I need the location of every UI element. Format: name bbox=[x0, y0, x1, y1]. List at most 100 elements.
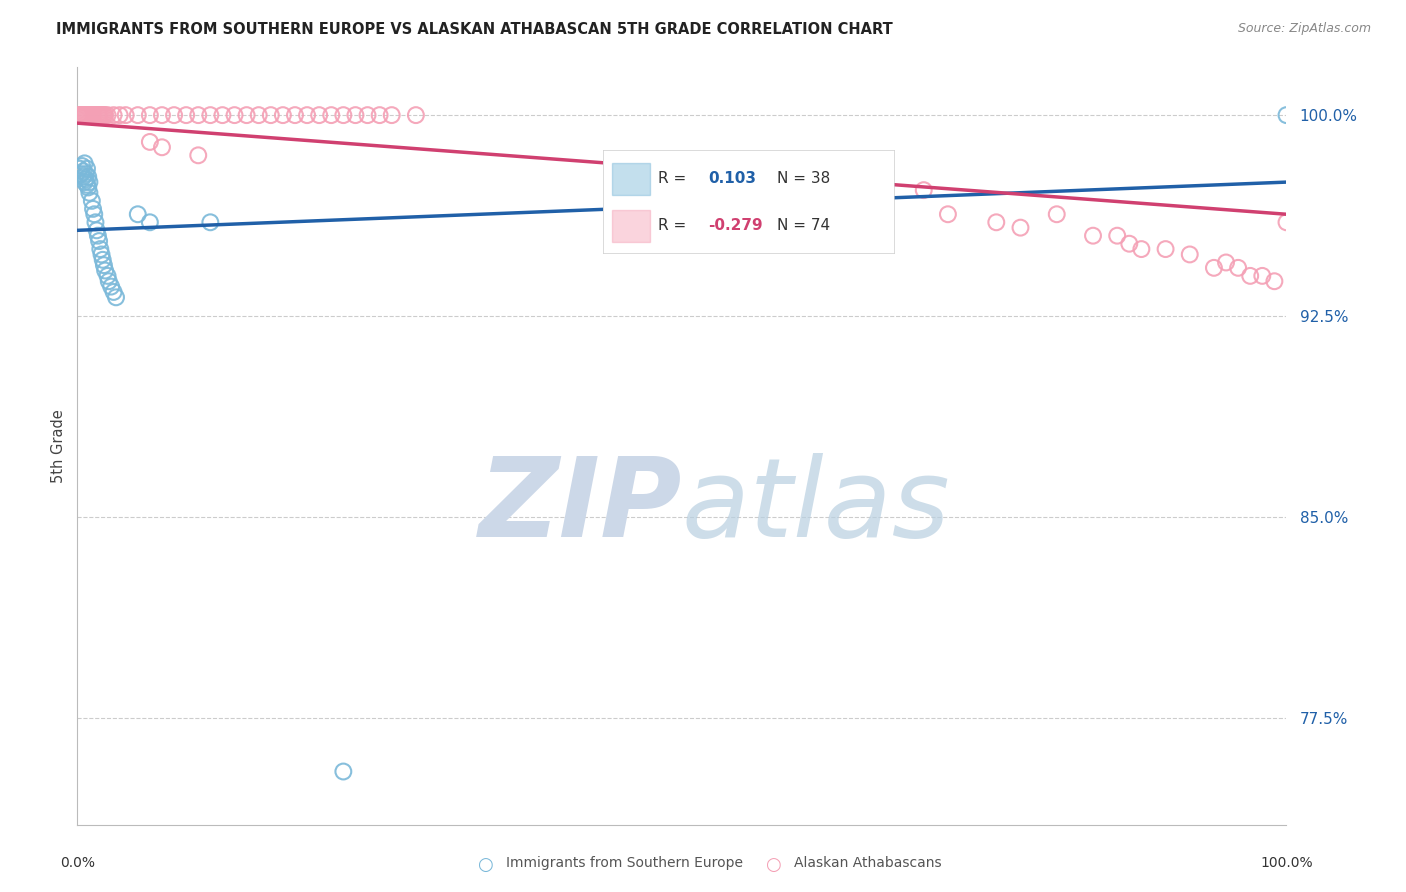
Point bbox=[94, 263, 117, 277]
Point bbox=[70, 167, 93, 181]
Point bbox=[89, 242, 111, 256]
Point bbox=[139, 215, 162, 229]
Point bbox=[344, 108, 367, 122]
Point bbox=[405, 108, 427, 122]
Point bbox=[839, 202, 862, 216]
Point bbox=[89, 108, 111, 122]
Point bbox=[103, 108, 125, 122]
Point bbox=[75, 172, 97, 186]
Point bbox=[1239, 268, 1261, 283]
Point bbox=[671, 207, 693, 221]
Point bbox=[308, 108, 330, 122]
Point bbox=[100, 279, 122, 293]
Point bbox=[76, 178, 98, 192]
Point bbox=[77, 108, 100, 122]
Point bbox=[79, 175, 101, 189]
Point bbox=[91, 108, 114, 122]
Point bbox=[69, 161, 91, 176]
Point bbox=[77, 180, 100, 194]
Point bbox=[356, 108, 378, 122]
Y-axis label: 5th Grade: 5th Grade bbox=[51, 409, 66, 483]
Text: Source: ZipAtlas.com: Source: ZipAtlas.com bbox=[1237, 22, 1371, 36]
Point bbox=[67, 108, 90, 122]
Point bbox=[1215, 255, 1237, 269]
Point bbox=[79, 186, 101, 200]
Point bbox=[82, 202, 104, 216]
Text: 0.0%: 0.0% bbox=[60, 856, 94, 871]
Point bbox=[94, 108, 117, 122]
Point bbox=[1251, 268, 1274, 283]
Point bbox=[87, 234, 110, 248]
Text: ZIP: ZIP bbox=[478, 453, 682, 560]
Point bbox=[1202, 260, 1225, 275]
Point bbox=[381, 108, 404, 122]
Point bbox=[187, 148, 209, 162]
Text: IMMIGRANTS FROM SOUTHERN EUROPE VS ALASKAN ATHABASCAN 5TH GRADE CORRELATION CHAR: IMMIGRANTS FROM SOUTHERN EUROPE VS ALASK… bbox=[56, 22, 893, 37]
Point bbox=[1227, 260, 1250, 275]
Point bbox=[108, 108, 131, 122]
Point bbox=[139, 135, 162, 149]
Point bbox=[200, 108, 222, 122]
Point bbox=[72, 108, 94, 122]
Point bbox=[127, 108, 149, 122]
Point bbox=[768, 215, 790, 229]
Point bbox=[96, 268, 118, 283]
Point bbox=[80, 108, 103, 122]
Point bbox=[86, 108, 108, 122]
Point bbox=[93, 258, 115, 272]
Point bbox=[97, 274, 120, 288]
Point bbox=[73, 156, 96, 170]
Point bbox=[139, 108, 162, 122]
Point bbox=[912, 183, 935, 197]
Point bbox=[271, 108, 294, 122]
Point bbox=[235, 108, 257, 122]
Point bbox=[332, 108, 354, 122]
Point bbox=[1107, 228, 1129, 243]
Point bbox=[187, 108, 209, 122]
Point bbox=[150, 108, 173, 122]
Point bbox=[200, 215, 222, 229]
Point bbox=[150, 140, 173, 154]
Point bbox=[70, 159, 93, 173]
Point bbox=[1275, 108, 1298, 122]
Point bbox=[224, 108, 246, 122]
Point bbox=[72, 164, 94, 178]
Point bbox=[792, 196, 814, 211]
Point bbox=[83, 207, 105, 221]
Point bbox=[247, 108, 270, 122]
Text: Immigrants from Southern Europe: Immigrants from Southern Europe bbox=[506, 856, 744, 871]
Text: atlas: atlas bbox=[682, 453, 950, 560]
Point bbox=[70, 108, 93, 122]
Point bbox=[80, 194, 103, 208]
Point bbox=[1046, 207, 1069, 221]
Point bbox=[321, 108, 343, 122]
Point bbox=[1130, 242, 1153, 256]
Point bbox=[1178, 247, 1201, 261]
Point bbox=[114, 108, 136, 122]
Point bbox=[69, 108, 91, 122]
Point bbox=[76, 161, 98, 176]
Point bbox=[96, 108, 118, 122]
Point bbox=[75, 167, 97, 181]
Point bbox=[1118, 236, 1140, 251]
Point bbox=[174, 108, 197, 122]
Point bbox=[84, 215, 107, 229]
Point bbox=[163, 108, 186, 122]
Point bbox=[90, 247, 112, 261]
Point bbox=[90, 108, 112, 122]
Point bbox=[103, 285, 125, 299]
Point bbox=[105, 290, 128, 304]
Point bbox=[1010, 220, 1032, 235]
Point bbox=[368, 108, 391, 122]
Point bbox=[79, 108, 101, 122]
Point bbox=[211, 108, 233, 122]
Point bbox=[73, 175, 96, 189]
Point bbox=[1154, 242, 1177, 256]
Point bbox=[295, 108, 318, 122]
Point bbox=[83, 108, 105, 122]
Text: ○: ○ bbox=[477, 856, 494, 874]
Point bbox=[87, 108, 110, 122]
Point bbox=[76, 108, 98, 122]
Point bbox=[284, 108, 307, 122]
Text: Alaskan Athabascans: Alaskan Athabascans bbox=[794, 856, 942, 871]
